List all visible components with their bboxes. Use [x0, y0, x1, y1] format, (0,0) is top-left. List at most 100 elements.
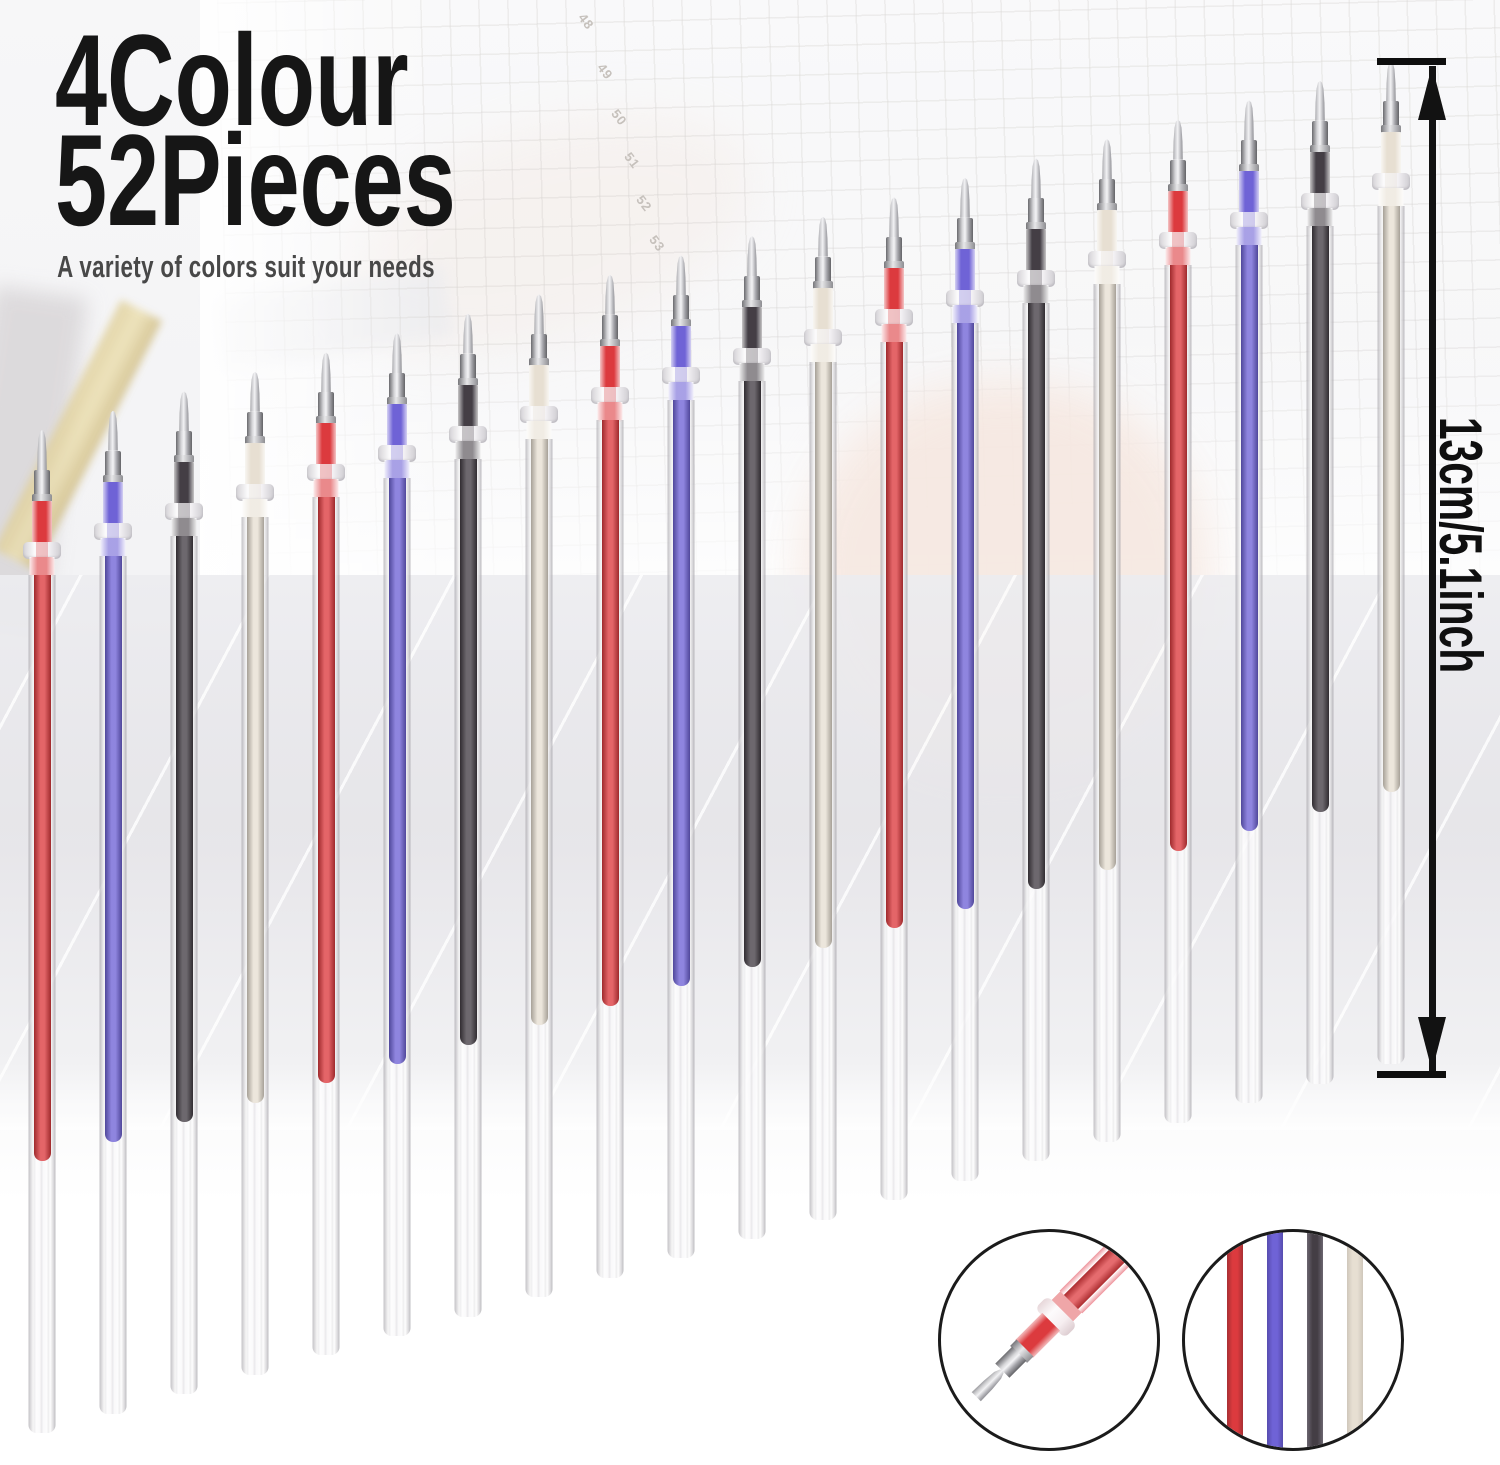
pen-ink-column [885, 342, 903, 929]
pen-neck-lower [952, 304, 978, 325]
pen-neck [245, 442, 265, 486]
pen-neck-lower [29, 557, 55, 577]
pen-neck [1381, 132, 1401, 176]
pen-tip-cylinder [1312, 120, 1328, 147]
pen-ink-column [33, 575, 51, 1161]
tape-number: 50 [608, 106, 631, 129]
tape-number: 53 [646, 232, 669, 255]
pen-tip-cone [676, 255, 686, 296]
stripe-black [1307, 1232, 1323, 1448]
pen-tube [241, 516, 269, 1375]
pen-tip-cylinder [1099, 179, 1115, 205]
pen-ink-column [246, 516, 264, 1103]
pen-refill-black-11 [733, 236, 771, 1239]
pen-refill-purple-18 [1230, 100, 1268, 1104]
pen-refill-red-1 [23, 430, 61, 1433]
pen-tip-cylinder [602, 314, 618, 341]
pen-ink-column [1382, 206, 1400, 793]
measurement-cap-top [1377, 58, 1446, 65]
pen-tip-cone [605, 274, 615, 315]
pen-tip-cylinder [744, 276, 760, 302]
pen-tip-cone [1031, 158, 1041, 199]
pen-refill-red-17 [1159, 119, 1197, 1123]
pen-tip-cylinder [957, 217, 973, 244]
pen-tube [1022, 303, 1050, 1162]
pen-neck-lower [739, 363, 765, 383]
pen-neck-lower [1165, 246, 1191, 267]
pen-ink-column [601, 419, 619, 1006]
pen-neck [387, 404, 407, 447]
pen-neck-lower [384, 460, 410, 480]
pen-tip-cone [179, 391, 189, 432]
pen-neck-lower [668, 382, 694, 403]
pen-ink-column [1311, 225, 1329, 812]
pen-refill-purple-10 [662, 255, 700, 1259]
pen-tube [880, 342, 908, 1201]
inset-pen-ink [1063, 1232, 1157, 1310]
pen-ink-column [317, 497, 335, 1084]
pen-neck [103, 481, 123, 525]
tape-number: 51 [621, 149, 644, 172]
pen-tip-cylinder [247, 411, 263, 438]
pen-tip-cylinder [1241, 140, 1257, 167]
pen-tip-cone [37, 430, 47, 470]
pen-ink-column [459, 458, 477, 1045]
pen-tube [1306, 225, 1334, 1084]
pen-neck-lower [526, 421, 552, 442]
pen-tube [99, 555, 127, 1414]
pen-tip-cylinder [460, 353, 476, 380]
pen-tip-cylinder [389, 373, 405, 399]
pen-neck [884, 268, 904, 312]
pen-neck-lower [100, 537, 126, 558]
pen-tip-cone [889, 197, 899, 238]
pen-tip-cylinder [176, 431, 192, 458]
pen-tip-cylinder [886, 237, 902, 264]
pen-refill-black-15 [1017, 158, 1055, 1162]
pen-tube [1235, 245, 1263, 1104]
pen-tip-cone [1386, 61, 1396, 102]
inset-pen-tube [1059, 1232, 1157, 1314]
pen-neck [742, 307, 762, 350]
pen-neck [174, 462, 194, 506]
pen-tip-cone [463, 313, 473, 354]
pen-tip-cone [534, 294, 544, 335]
measurement-label: 13cm/5.1inch [1427, 416, 1494, 674]
pen-tip-cone [1315, 80, 1325, 121]
pen-tube [170, 536, 198, 1395]
pen-ink-column [743, 381, 761, 967]
pen-tube [525, 439, 553, 1298]
pen-refill-white-16 [1088, 139, 1126, 1142]
pen-tube [454, 458, 482, 1317]
tip-detail-inset [938, 1229, 1160, 1451]
pen-ink-column [530, 439, 548, 1026]
pen-ink-column [1169, 264, 1187, 851]
pen-tip-cylinder [105, 450, 121, 477]
pen-tip-cylinder [1170, 159, 1186, 186]
stripe-white [1347, 1232, 1363, 1448]
pen-refill-white-8 [520, 294, 558, 1298]
pen-tube [1377, 206, 1405, 1065]
pen-neck [1310, 151, 1330, 195]
pen-tip-cone [392, 333, 402, 373]
pen-tip-cone [250, 371, 260, 412]
pen-refill-purple-14 [946, 177, 984, 1181]
pen-tip-cylinder [1383, 101, 1399, 128]
pen-tip-cone [747, 236, 757, 276]
pen-ink-column [1098, 284, 1116, 870]
pen-ink-column [814, 361, 832, 948]
pen-tube [312, 497, 340, 1356]
pen-tube [383, 478, 411, 1336]
pen-tube [1164, 264, 1192, 1123]
pen-neck [671, 326, 691, 370]
pen-ink-column [672, 400, 690, 987]
pen-neck-lower [242, 498, 268, 519]
pen-tip-cylinder [318, 392, 334, 419]
subtitle: A variety of colors suit your needs [57, 249, 435, 284]
pen-tip-cylinder [815, 256, 831, 283]
pen-ink-column [388, 478, 406, 1064]
pen-tube [596, 419, 624, 1278]
pen-neck-lower [1094, 266, 1120, 286]
pen-refill-red-5 [307, 352, 345, 1356]
pen-tip-cone [818, 216, 828, 257]
